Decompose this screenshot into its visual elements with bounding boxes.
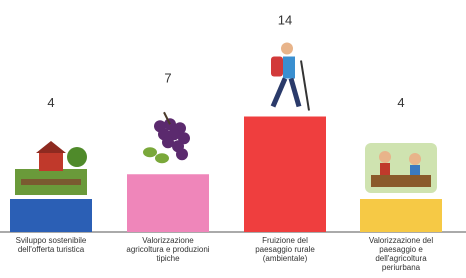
icon-part [176, 148, 188, 160]
category-label: Sviluppo sostenibile dell'offerta turist… [9, 236, 93, 254]
value-label: 4 [47, 95, 54, 110]
bar [360, 199, 442, 232]
bar [127, 174, 209, 232]
icon-part [291, 79, 299, 107]
icon-part [67, 147, 87, 167]
category-label: Valorizzazione del paesaggio e dell'agri… [359, 236, 443, 272]
icon-part [143, 147, 157, 157]
icon [365, 143, 437, 193]
icon-part [273, 79, 285, 107]
icon [143, 112, 190, 163]
icon-part [36, 141, 66, 153]
icon-part [283, 57, 295, 79]
icon-part [21, 179, 81, 185]
icon-part [410, 165, 420, 175]
icon-part [301, 61, 309, 111]
category-label: Valorizzazione agricoltura e produzioni … [126, 236, 210, 263]
icon-part [380, 163, 390, 175]
icon-part [409, 153, 421, 165]
bar [244, 117, 326, 233]
icon [271, 43, 309, 111]
icon-part [281, 43, 293, 55]
icon-part [271, 57, 283, 77]
icon [15, 141, 87, 195]
icon-part [155, 153, 169, 163]
bar [10, 199, 92, 232]
value-label: 7 [164, 70, 171, 85]
icon-part [379, 151, 391, 163]
icon-part [371, 175, 431, 187]
chart: 4 7 14 4 Sviluppo sostenibile dell'offerta … [0, 0, 466, 278]
icon-part [39, 153, 63, 171]
value-label: 4 [397, 95, 404, 110]
value-label: 14 [278, 13, 292, 28]
category-label: Fruizione del paesaggio rurale (ambienta… [243, 236, 327, 263]
